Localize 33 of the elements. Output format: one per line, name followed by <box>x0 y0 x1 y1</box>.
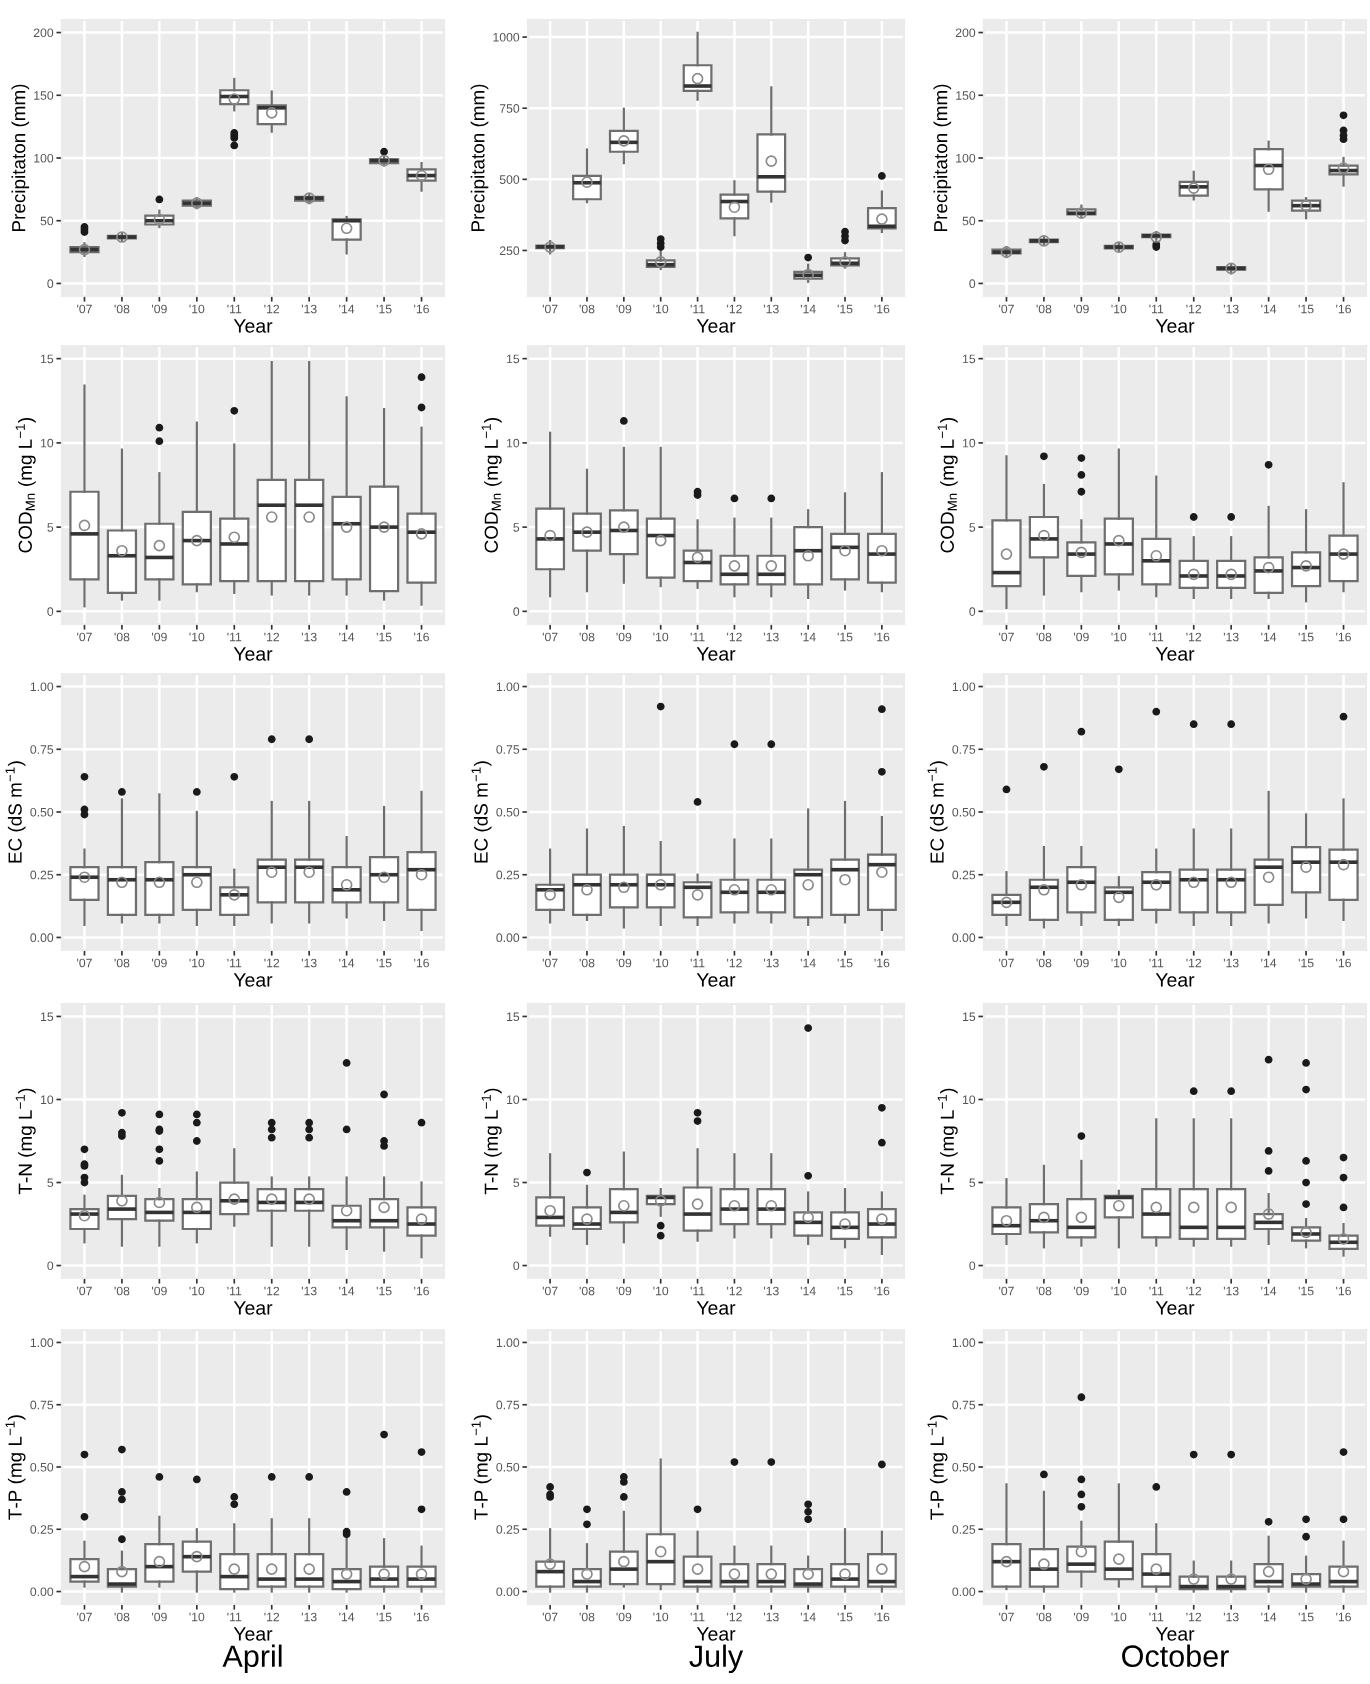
x-axis-title: Year <box>233 1627 273 1641</box>
x-axis-title: Year <box>233 647 273 661</box>
x-axis-title: Year <box>696 319 736 333</box>
x-axis-title: Year <box>1155 1301 1195 1315</box>
y-axis-title: Precipitaton (mm) <box>470 84 489 231</box>
x-axis-title: Year <box>1155 319 1195 333</box>
x-axis-title: Year <box>696 1301 736 1315</box>
y-axis-title: EC (dS m$^{−1}$) <box>927 761 948 863</box>
y-axis-title: T-P (mg L$^{−1}$) <box>5 1415 26 1520</box>
x-axis-title: Year <box>696 647 736 661</box>
text: July <box>689 1644 744 1674</box>
y-axis-title: COD$_{Mn}$ (mg L$^{−1}$) <box>937 417 958 553</box>
text: October <box>1122 1644 1229 1667</box>
y-axis-title: T-N (mg L$^{−1}$) <box>481 1088 502 1195</box>
x-axis-title: Year <box>233 973 273 987</box>
x-axis-title: Year <box>696 973 736 987</box>
y-axis-title: T-N (mg L$^{−1}$) <box>15 1088 36 1195</box>
y-axis-title: COD$_{Mn}$ (mg L$^{−1}$) <box>481 417 502 553</box>
y-axis-title: T-P (mg L$^{−1}$) <box>927 1415 948 1520</box>
x-axis-title: Year <box>1155 973 1195 987</box>
y-axis-title: Precipitaton (mm) <box>933 84 952 231</box>
y-axis-title: Precipitaton (mm) <box>11 84 30 231</box>
y-axis-title: EC (dS m$^{−1}$) <box>5 761 26 863</box>
text: April <box>222 1644 282 1674</box>
y-axis-title: COD$_{Mn}$ (mg L$^{−1}$) <box>15 417 36 553</box>
x-axis-title: Year <box>233 319 273 333</box>
x-axis-title: Year <box>1155 1627 1195 1641</box>
y-axis-title: T-P (mg L$^{−1}$) <box>471 1415 492 1520</box>
x-axis-title: Year <box>696 1627 736 1641</box>
x-axis-title: Year <box>1155 647 1195 661</box>
y-axis-title: EC (dS m$^{−1}$) <box>471 761 492 863</box>
x-axis-title: Year <box>233 1301 273 1315</box>
y-axis-title: T-N (mg L$^{−1}$) <box>937 1088 958 1195</box>
